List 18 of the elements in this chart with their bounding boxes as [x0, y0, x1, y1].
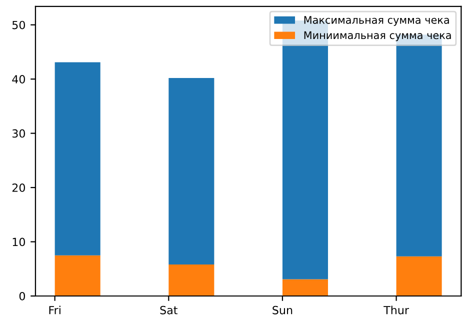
bar: [168, 264, 214, 296]
legend-label: Максимальная сумма чека: [304, 16, 449, 26]
legend-label: Миниимальная сумма чека: [304, 31, 451, 42]
y-tick-label: 50: [12, 20, 26, 30]
bar: [54, 255, 100, 296]
bar: [54, 62, 100, 256]
y-tick-label: 10: [12, 238, 26, 246]
x-tick-label: Fri: [49, 306, 60, 314]
x-tick-label: Sat: [160, 306, 178, 314]
y-tick-label: 30: [12, 129, 26, 138]
x-tick-label: Thur: [384, 306, 410, 314]
bar: [282, 279, 328, 296]
y-tick-label: 0: [19, 292, 26, 300]
y-tick-label: 20: [12, 184, 26, 192]
y-tick-label: 40: [12, 75, 26, 84]
bar: [396, 256, 442, 296]
x-tick-label: Sun: [272, 306, 292, 314]
bar: [168, 78, 214, 265]
